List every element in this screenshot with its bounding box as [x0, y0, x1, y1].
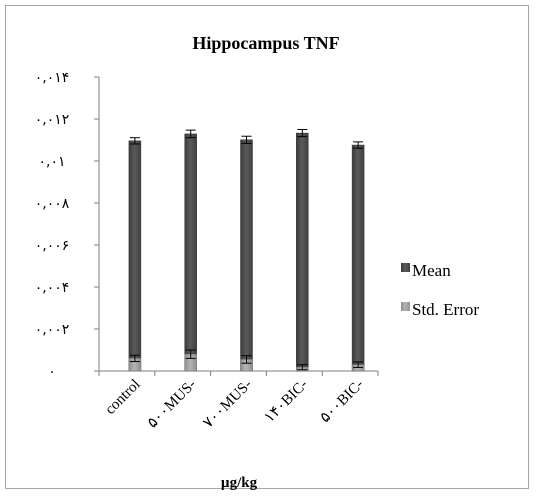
y-tick-label: ۰,۰۱۲ [35, 112, 70, 128]
y-tick-label: ۰,۰۱ [38, 154, 65, 170]
y-tick-label: ۰,۰۰۶ [35, 238, 70, 254]
bar-mean [296, 132, 309, 372]
chart-title: Hippocampus TNF [192, 33, 339, 53]
category-labels: control ۵۰۰MUS- ۷۰۰MUS- ۱۴۰BIC- ۵۰۰BIC- [102, 377, 367, 432]
y-tick-label: ۰,۰۰۸ [35, 196, 70, 212]
y-tick-label: ۰ [48, 364, 56, 380]
bar-mean [184, 133, 197, 372]
legend-label-std-error: Std. Error [412, 300, 479, 319]
x-category-label: ۵۰۰BIC- [317, 377, 367, 427]
y-tick-label: ۰,۰۱۴ [35, 70, 70, 86]
bar-mean [240, 139, 253, 372]
legend: Mean Std. Error [401, 261, 479, 319]
x-category-label: ۱۴۰BIC- [262, 377, 312, 427]
chart-frame [5, 5, 529, 489]
legend-label-mean: Mean [412, 261, 451, 280]
x-category-label: ۵۰۰MUS- [145, 377, 200, 432]
legend-swatch-mean [401, 263, 410, 272]
bars [128, 129, 365, 372]
bar-mean [351, 144, 365, 372]
x-category-label: ۷۰۰MUS- [200, 377, 255, 432]
x-axis [98, 370, 379, 376]
bar-mean [128, 140, 142, 372]
y-axis: ۰ ۰,۰۰۲ ۰,۰۰۴ ۰,۰۰۶ ۰,۰۰۸ ۰,۰۱ ۰,۰۱۲ ۰,۰۱۴ [35, 70, 100, 380]
x-axis-label: µg/kg [221, 475, 258, 491]
y-tick-label: ۰,۰۰۲ [35, 322, 70, 338]
legend-swatch-std-error [401, 302, 410, 311]
x-category-label: control [102, 377, 143, 418]
y-tick-label: ۰,۰۰۴ [35, 280, 70, 296]
